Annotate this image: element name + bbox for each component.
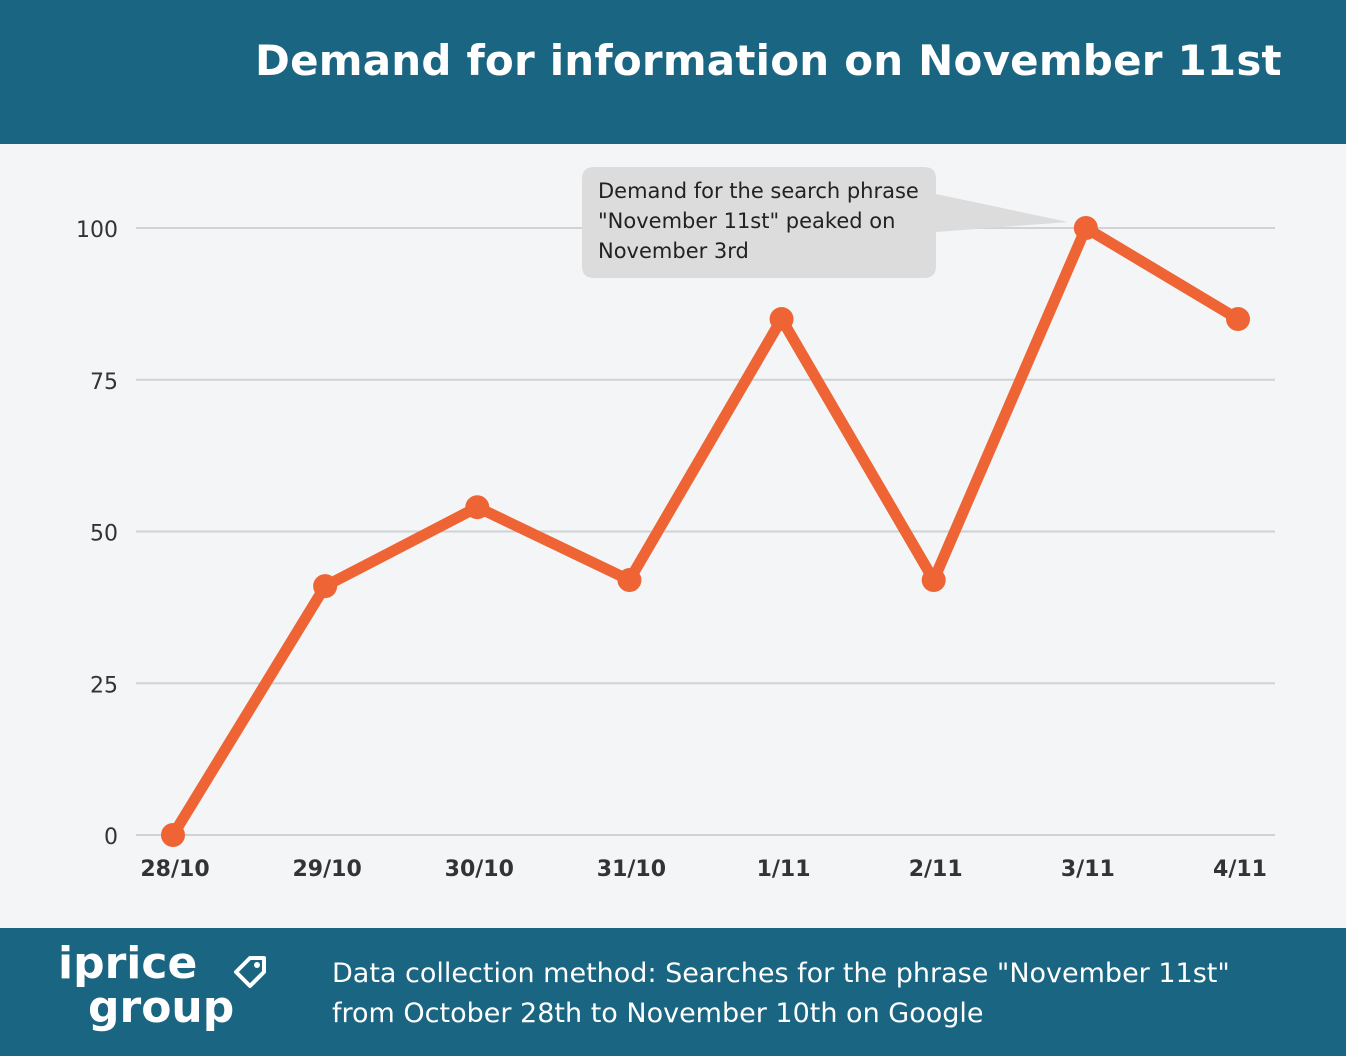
annotation-line: Demand for the search phrase [598, 179, 919, 203]
x-tick-label: 28/10 [140, 857, 209, 882]
annotation-text: Demand for the search phrase "November 1… [598, 176, 938, 266]
data-collection-note: Data collection method: Searches for the… [332, 954, 1332, 1034]
data-point [161, 823, 185, 847]
data-point [617, 568, 642, 593]
chart-title: Demand for information on November 11st [255, 36, 1282, 85]
annotation-callout-bubble [582, 167, 1068, 278]
y-tick-label: 100 [76, 218, 118, 243]
data-point [1226, 307, 1250, 332]
data-point [1073, 216, 1098, 240]
y-tick-label: 0 [104, 825, 118, 850]
x-tick-label: 4/11 [1213, 857, 1267, 882]
x-tick-label: 2/11 [909, 857, 963, 882]
series-line [167, 222, 1244, 841]
x-tick-label: 30/10 [445, 857, 514, 882]
annotation-line: "November 11st" peaked on [598, 209, 896, 233]
footer-banner [0, 928, 1346, 1056]
data-point [921, 568, 946, 593]
line-chart: 0 25 50 75 100 28/10 29/10 30/10 31/10 1/11 2/11 3… [76, 167, 1275, 882]
y-tick-label: 50 [90, 522, 118, 547]
x-tick-label: 29/10 [293, 857, 362, 882]
x-tick-label: 3/11 [1061, 857, 1115, 882]
header-banner: Demand for information on November 11st [0, 0, 1346, 144]
x-tick-label: 1/11 [757, 857, 811, 882]
price-tag-icon [234, 956, 266, 988]
data-point [465, 495, 490, 520]
logo-text-iprice: iprice [58, 938, 198, 989]
annotation-line: November 3rd [598, 239, 749, 263]
x-tick-label: 31/10 [597, 857, 666, 882]
logo-text-group: group [88, 982, 235, 1033]
data-point [769, 307, 794, 332]
note-line-2: from October 28th to November 10th on Go… [332, 998, 984, 1029]
y-tick-label: 75 [90, 370, 118, 395]
note-line-1: Data collection method: Searches for the… [332, 958, 1230, 989]
y-tick-label: 25 [90, 673, 118, 698]
data-point [313, 574, 338, 599]
